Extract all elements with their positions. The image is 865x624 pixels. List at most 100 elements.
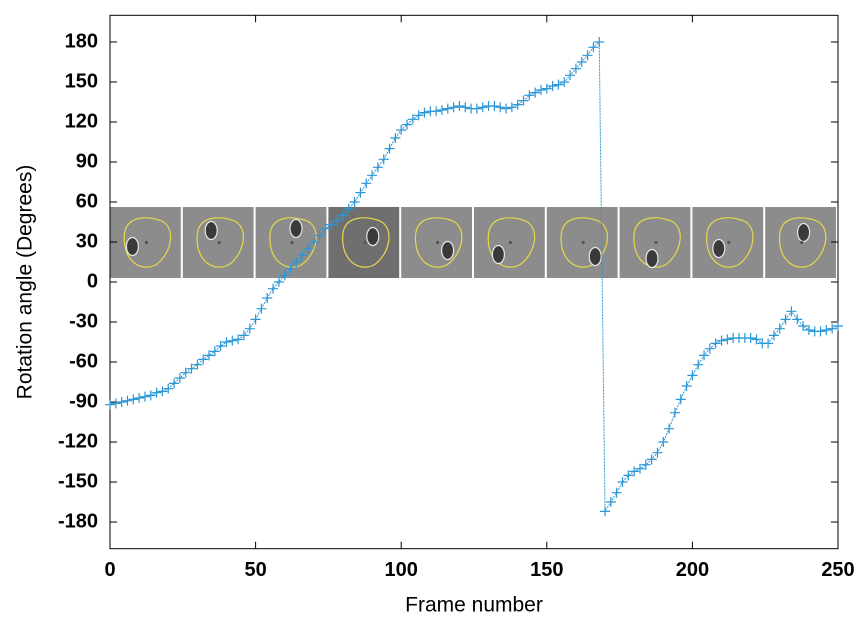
marker	[326, 219, 337, 230]
marker	[256, 303, 267, 314]
marker	[547, 80, 558, 91]
y-tick-label: -60	[69, 350, 98, 372]
cell-blob	[441, 240, 455, 261]
marker	[664, 423, 675, 434]
marker	[460, 102, 471, 113]
plot-frame	[109, 14, 839, 550]
marker	[798, 321, 809, 332]
marker	[396, 124, 407, 135]
marker	[431, 106, 442, 117]
marker	[297, 250, 308, 261]
cell-dot	[800, 240, 804, 245]
marker	[704, 343, 715, 354]
marker	[518, 95, 529, 106]
marker	[105, 399, 115, 410]
marker	[512, 99, 523, 110]
marker	[646, 454, 657, 465]
cell-blob	[125, 236, 139, 257]
marker	[227, 335, 238, 346]
marker	[565, 70, 576, 81]
marker	[652, 447, 663, 458]
marker	[238, 330, 249, 341]
marker	[524, 90, 535, 101]
x-tick-label: 0	[104, 559, 115, 581]
marker	[658, 437, 669, 448]
marker	[343, 203, 354, 214]
marker	[308, 236, 319, 247]
marker	[693, 359, 704, 370]
cell-blob	[645, 248, 659, 269]
marker	[576, 56, 587, 67]
marker	[623, 470, 634, 481]
marker	[617, 477, 628, 488]
marker	[361, 178, 372, 189]
cell-outline	[414, 217, 463, 268]
marker	[384, 143, 395, 154]
x-tick-label: 100	[385, 559, 418, 581]
y-tick-label: 60	[76, 190, 98, 212]
y-tick-label: -120	[58, 430, 98, 452]
marker	[501, 103, 512, 114]
marker	[827, 323, 838, 334]
y-tick-label: 30	[76, 230, 98, 252]
marker	[768, 330, 779, 341]
marker	[634, 463, 645, 474]
marker	[792, 314, 803, 325]
cell-outline	[633, 217, 681, 268]
marker	[413, 110, 424, 121]
marker	[407, 114, 418, 125]
marker	[751, 334, 762, 345]
y-tick-label: 0	[87, 270, 98, 292]
marker	[180, 367, 191, 378]
marker	[541, 83, 552, 94]
marker	[442, 103, 453, 114]
marker	[367, 170, 378, 181]
marker	[495, 102, 506, 113]
marker	[285, 263, 296, 274]
marker	[372, 162, 383, 173]
marker	[128, 394, 139, 405]
cell-dot	[508, 240, 512, 245]
marker	[530, 87, 541, 98]
marker	[815, 326, 826, 337]
marker	[506, 102, 517, 113]
marker	[139, 391, 150, 402]
marker	[320, 223, 331, 234]
marker	[378, 154, 389, 165]
x-axis-label: Frame number	[405, 594, 543, 617]
marker	[763, 338, 774, 349]
cell-dot	[727, 240, 731, 245]
marker	[675, 394, 686, 405]
cell-dot	[363, 240, 367, 245]
marker	[262, 293, 273, 304]
marker	[489, 100, 500, 111]
marker	[611, 487, 622, 498]
y-tick-label: 150	[65, 70, 98, 92]
marker	[821, 325, 832, 336]
cell-image-strip	[110, 207, 836, 278]
marker	[157, 386, 168, 397]
marker	[419, 107, 430, 118]
cell-outline	[196, 217, 244, 268]
marker	[215, 341, 226, 352]
x-tick-label: 150	[530, 559, 563, 581]
marker	[303, 243, 314, 254]
marker	[535, 84, 546, 95]
marker	[169, 378, 180, 389]
marker	[471, 103, 482, 114]
marker	[588, 42, 599, 53]
y-tick-label: -180	[58, 510, 98, 532]
marker	[454, 100, 465, 111]
marker	[605, 497, 616, 508]
marker	[477, 102, 488, 113]
y-tick-label: 90	[76, 150, 98, 172]
marker	[273, 277, 284, 287]
cell-outline	[560, 217, 608, 268]
marker	[390, 132, 401, 143]
marker	[174, 373, 185, 384]
marker	[349, 196, 360, 207]
marker	[151, 387, 162, 398]
x-tick-label: 200	[676, 559, 709, 581]
x-tick-label: 250	[821, 559, 854, 581]
